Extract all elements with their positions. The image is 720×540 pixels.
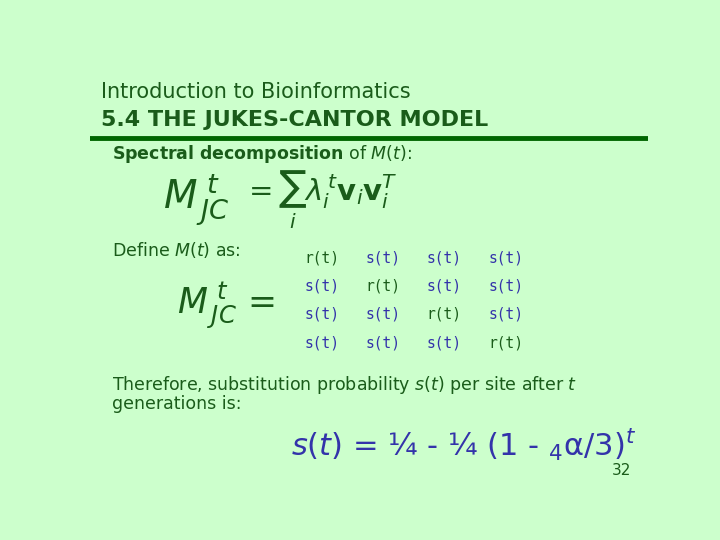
Text: $\it{M}_{\,\mathit{JC}}^{\;t}$ =: $\it{M}_{\,\mathit{JC}}^{\;t}$ = (176, 281, 274, 331)
Text: Therefore, substitution probability $\it{s}(\it{t})$ per site after $\it{t}$: Therefore, substitution probability $\it… (112, 374, 577, 396)
Text: 5.4 THE JUKES-CANTOR MODEL: 5.4 THE JUKES-CANTOR MODEL (101, 110, 488, 130)
Text: $= \sum_i \lambda_i^{\,t} \mathbf{v}_i \mathbf{v}_i^T$: $= \sum_i \lambda_i^{\,t} \mathbf{v}_i \… (243, 168, 398, 231)
Text: s(t): s(t) (304, 307, 339, 322)
Text: s(t): s(t) (427, 251, 462, 266)
Text: r(t): r(t) (366, 279, 400, 294)
Text: $\it{M}_{\,\mathit{JC}}^{\;t}$: $\it{M}_{\,\mathit{JC}}^{\;t}$ (163, 172, 230, 228)
Text: s(t): s(t) (488, 279, 523, 294)
Text: generations is:: generations is: (112, 395, 242, 413)
Text: s(t): s(t) (366, 251, 400, 266)
Text: s(t): s(t) (488, 307, 523, 322)
Text: 32: 32 (612, 463, 631, 478)
Text: Introduction to Bioinformatics: Introduction to Bioinformatics (101, 82, 411, 102)
Text: r(t): r(t) (488, 335, 523, 350)
Text: s(t): s(t) (304, 279, 339, 294)
Text: s(t): s(t) (488, 251, 523, 266)
Text: Define $\it{M}(\it{t})$ as:: Define $\it{M}(\it{t})$ as: (112, 240, 241, 260)
Text: $\it{s}(\it{t})$ = ¼ - ¼ (1 - $_{4}$α/3)$^{\it{t}}$: $\it{s}(\it{t})$ = ¼ - ¼ (1 - $_{4}$α/3)… (291, 427, 636, 463)
Text: s(t): s(t) (427, 335, 462, 350)
Text: s(t): s(t) (304, 335, 339, 350)
Text: r(t): r(t) (304, 251, 339, 266)
Text: s(t): s(t) (366, 307, 400, 322)
Text: s(t): s(t) (427, 279, 462, 294)
Text: s(t): s(t) (366, 335, 400, 350)
Text: $\bf{Spectral\ decomposition}$ of $\it{M}(\it{t})$:: $\bf{Spectral\ decomposition}$ of $\it{M… (112, 143, 413, 165)
Text: r(t): r(t) (427, 307, 462, 322)
